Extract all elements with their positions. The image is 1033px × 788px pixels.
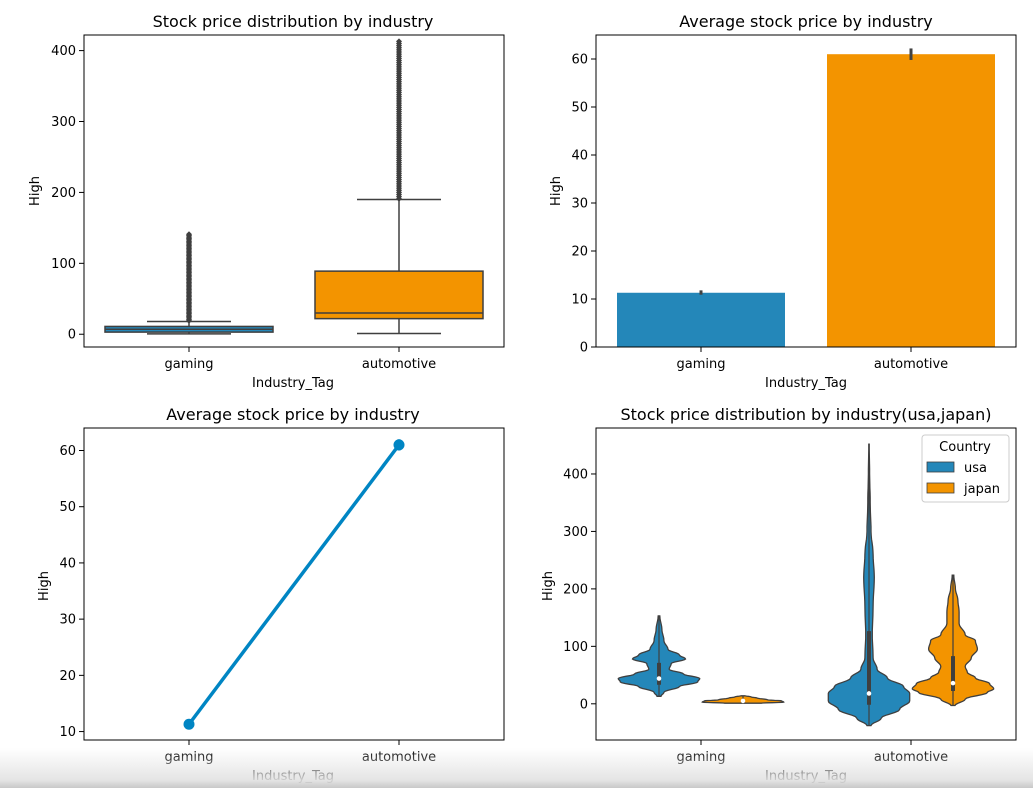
x-axis-label: Industry_Tag: [765, 769, 847, 784]
legend-swatch-japan: [926, 482, 955, 494]
y-tick-label: 300: [563, 525, 588, 540]
y-ticks: 10 20 30 40 50 60: [59, 444, 84, 740]
y-tick-label: 200: [51, 186, 76, 201]
y-tick-label: 20: [59, 669, 76, 684]
violin-median: [950, 680, 956, 686]
x-axis-label: Industry_Tag: [252, 769, 334, 784]
x-tick-label: gaming: [165, 750, 214, 765]
axes-frame: [595, 34, 1017, 348]
y-axis-label: High: [541, 571, 556, 601]
y-tick-label: 100: [563, 640, 588, 655]
x-tick-label: automotive: [362, 750, 436, 765]
chart-title: Stock price distribution by industry: [153, 12, 434, 31]
axes-frame: [83, 34, 505, 348]
x-tick-label: gaming: [677, 357, 726, 372]
x-ticks: gaming automotive: [165, 347, 436, 372]
bar-gaming: [617, 292, 785, 347]
violin-median: [740, 698, 746, 704]
y-tick-label: 400: [563, 467, 588, 482]
y-ticks: 0 10 20 30 40 50 60: [571, 53, 596, 356]
y-tick-label: 0: [580, 697, 588, 712]
y-tick-label: 40: [571, 149, 588, 164]
panel-violin-plot: Stock price distribution by industry(usa…: [541, 405, 1017, 784]
legend-title: Country: [939, 440, 991, 455]
y-axis-label: High: [28, 176, 43, 206]
box-automotive: [314, 270, 484, 320]
x-axis-label: Industry_Tag: [252, 376, 334, 391]
x-ticks: gaming automotive: [677, 347, 948, 372]
y-tick-label: 10: [59, 725, 76, 740]
y-ticks: 0 100 200 300 400: [51, 44, 84, 343]
x-axis-label: Industry_Tag: [765, 376, 847, 391]
x-tick-label: automotive: [874, 357, 948, 372]
axes-frame: [595, 427, 1017, 741]
y-tick-label: 50: [571, 101, 588, 116]
x-ticks: gaming automotive: [165, 740, 436, 765]
violin-median: [866, 691, 872, 696]
y-tick-label: 50: [59, 500, 76, 515]
y-ticks: 0 100 200 300 400: [563, 467, 596, 712]
panel-box-plot: Stock price distribution by industry Ind…: [28, 12, 505, 391]
y-tick-label: 400: [51, 44, 76, 59]
legend-swatch-usa: [926, 461, 955, 473]
chart-title: Average stock price by industry: [679, 12, 933, 31]
y-tick-label: 100: [51, 257, 76, 272]
y-tick-label: 30: [59, 613, 76, 628]
y-tick-label: 30: [571, 197, 588, 212]
y-tick-label: 20: [571, 245, 588, 260]
panel-point-plot: Average stock price by industry Industry…: [37, 405, 505, 784]
violin-median: [656, 676, 662, 681]
y-tick-label: 60: [571, 53, 588, 68]
outlier-marker: [396, 38, 402, 45]
y-tick-label: 40: [59, 556, 76, 571]
y-tick-label: 60: [59, 444, 76, 459]
chart-title: Average stock price by industry: [166, 405, 420, 424]
axes-frame: [83, 427, 505, 741]
panel-bar-chart: Average stock price by industry Industry…: [549, 12, 1017, 391]
y-axis-label: High: [549, 176, 564, 206]
series-line: [187, 443, 401, 726]
bar-automotive: [827, 54, 995, 347]
x-tick-label: automotive: [362, 357, 436, 372]
plot-area: [104, 38, 484, 335]
legend: Country usa japan: [921, 434, 1010, 503]
y-tick-label: 0: [580, 341, 588, 356]
y-tick-label: 200: [563, 582, 588, 597]
y-tick-label: 300: [51, 115, 76, 130]
x-tick-label: automotive: [874, 750, 948, 765]
x-ticks: gaming automotive: [677, 740, 948, 765]
plot-area: [617, 443, 995, 727]
y-tick-label: 10: [571, 293, 588, 308]
plot-area: [617, 48, 995, 347]
legend-label-japan: japan: [963, 482, 1000, 497]
plot-area: [183, 439, 405, 730]
y-tick-label: 0: [68, 328, 76, 343]
data-point: [183, 718, 195, 730]
x-tick-label: gaming: [677, 750, 726, 765]
chart-title: Stock price distribution by industry(usa…: [621, 405, 992, 424]
outlier-marker: [186, 231, 192, 238]
y-axis-label: High: [37, 571, 52, 601]
data-point: [393, 439, 405, 451]
x-tick-label: gaming: [165, 357, 214, 372]
legend-label-usa: usa: [964, 461, 987, 476]
